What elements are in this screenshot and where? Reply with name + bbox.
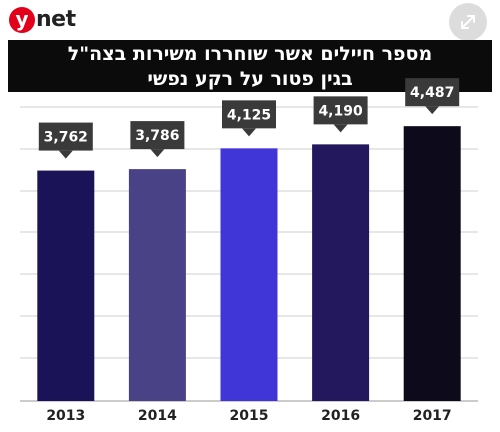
bar <box>220 148 278 401</box>
data-label: 4,190 <box>318 103 363 119</box>
data-label: 4,487 <box>410 85 454 101</box>
x-tick-label: 2016 <box>321 408 360 424</box>
data-label-pointer <box>58 150 73 159</box>
data-label-pointer <box>150 149 165 158</box>
title-line-1: מספר חיילים אשר שוחררו משירות בצה"ל <box>67 42 433 65</box>
title-line-2: בגין פטור על רקע נפשי <box>147 67 353 90</box>
x-tick-label: 2017 <box>413 408 452 424</box>
data-label: 4,125 <box>227 107 271 123</box>
bar <box>37 170 95 401</box>
expand-arrows-icon <box>461 15 475 29</box>
data-label-box <box>313 96 368 125</box>
ynet-logo: y net <box>9 4 76 36</box>
data-label-pointer <box>242 128 256 137</box>
x-tick-label: 2015 <box>230 408 269 424</box>
logo-letter: y <box>9 7 35 33</box>
bar <box>312 144 370 402</box>
x-tick-label: 2014 <box>138 408 177 424</box>
data-label-box <box>38 122 93 151</box>
data-label-pointer <box>333 124 348 133</box>
bar <box>128 169 186 401</box>
data-label-box <box>405 78 460 107</box>
data-label: 3,762 <box>44 130 88 146</box>
data-label-box <box>130 121 185 150</box>
data-label-pointer <box>425 106 440 115</box>
bar <box>403 126 461 401</box>
expand-button[interactable] <box>449 3 487 41</box>
data-label-box <box>222 100 276 129</box>
data-label: 3,786 <box>135 128 179 144</box>
x-tick-label: 2013 <box>46 408 85 424</box>
logo-text: net <box>36 7 76 32</box>
